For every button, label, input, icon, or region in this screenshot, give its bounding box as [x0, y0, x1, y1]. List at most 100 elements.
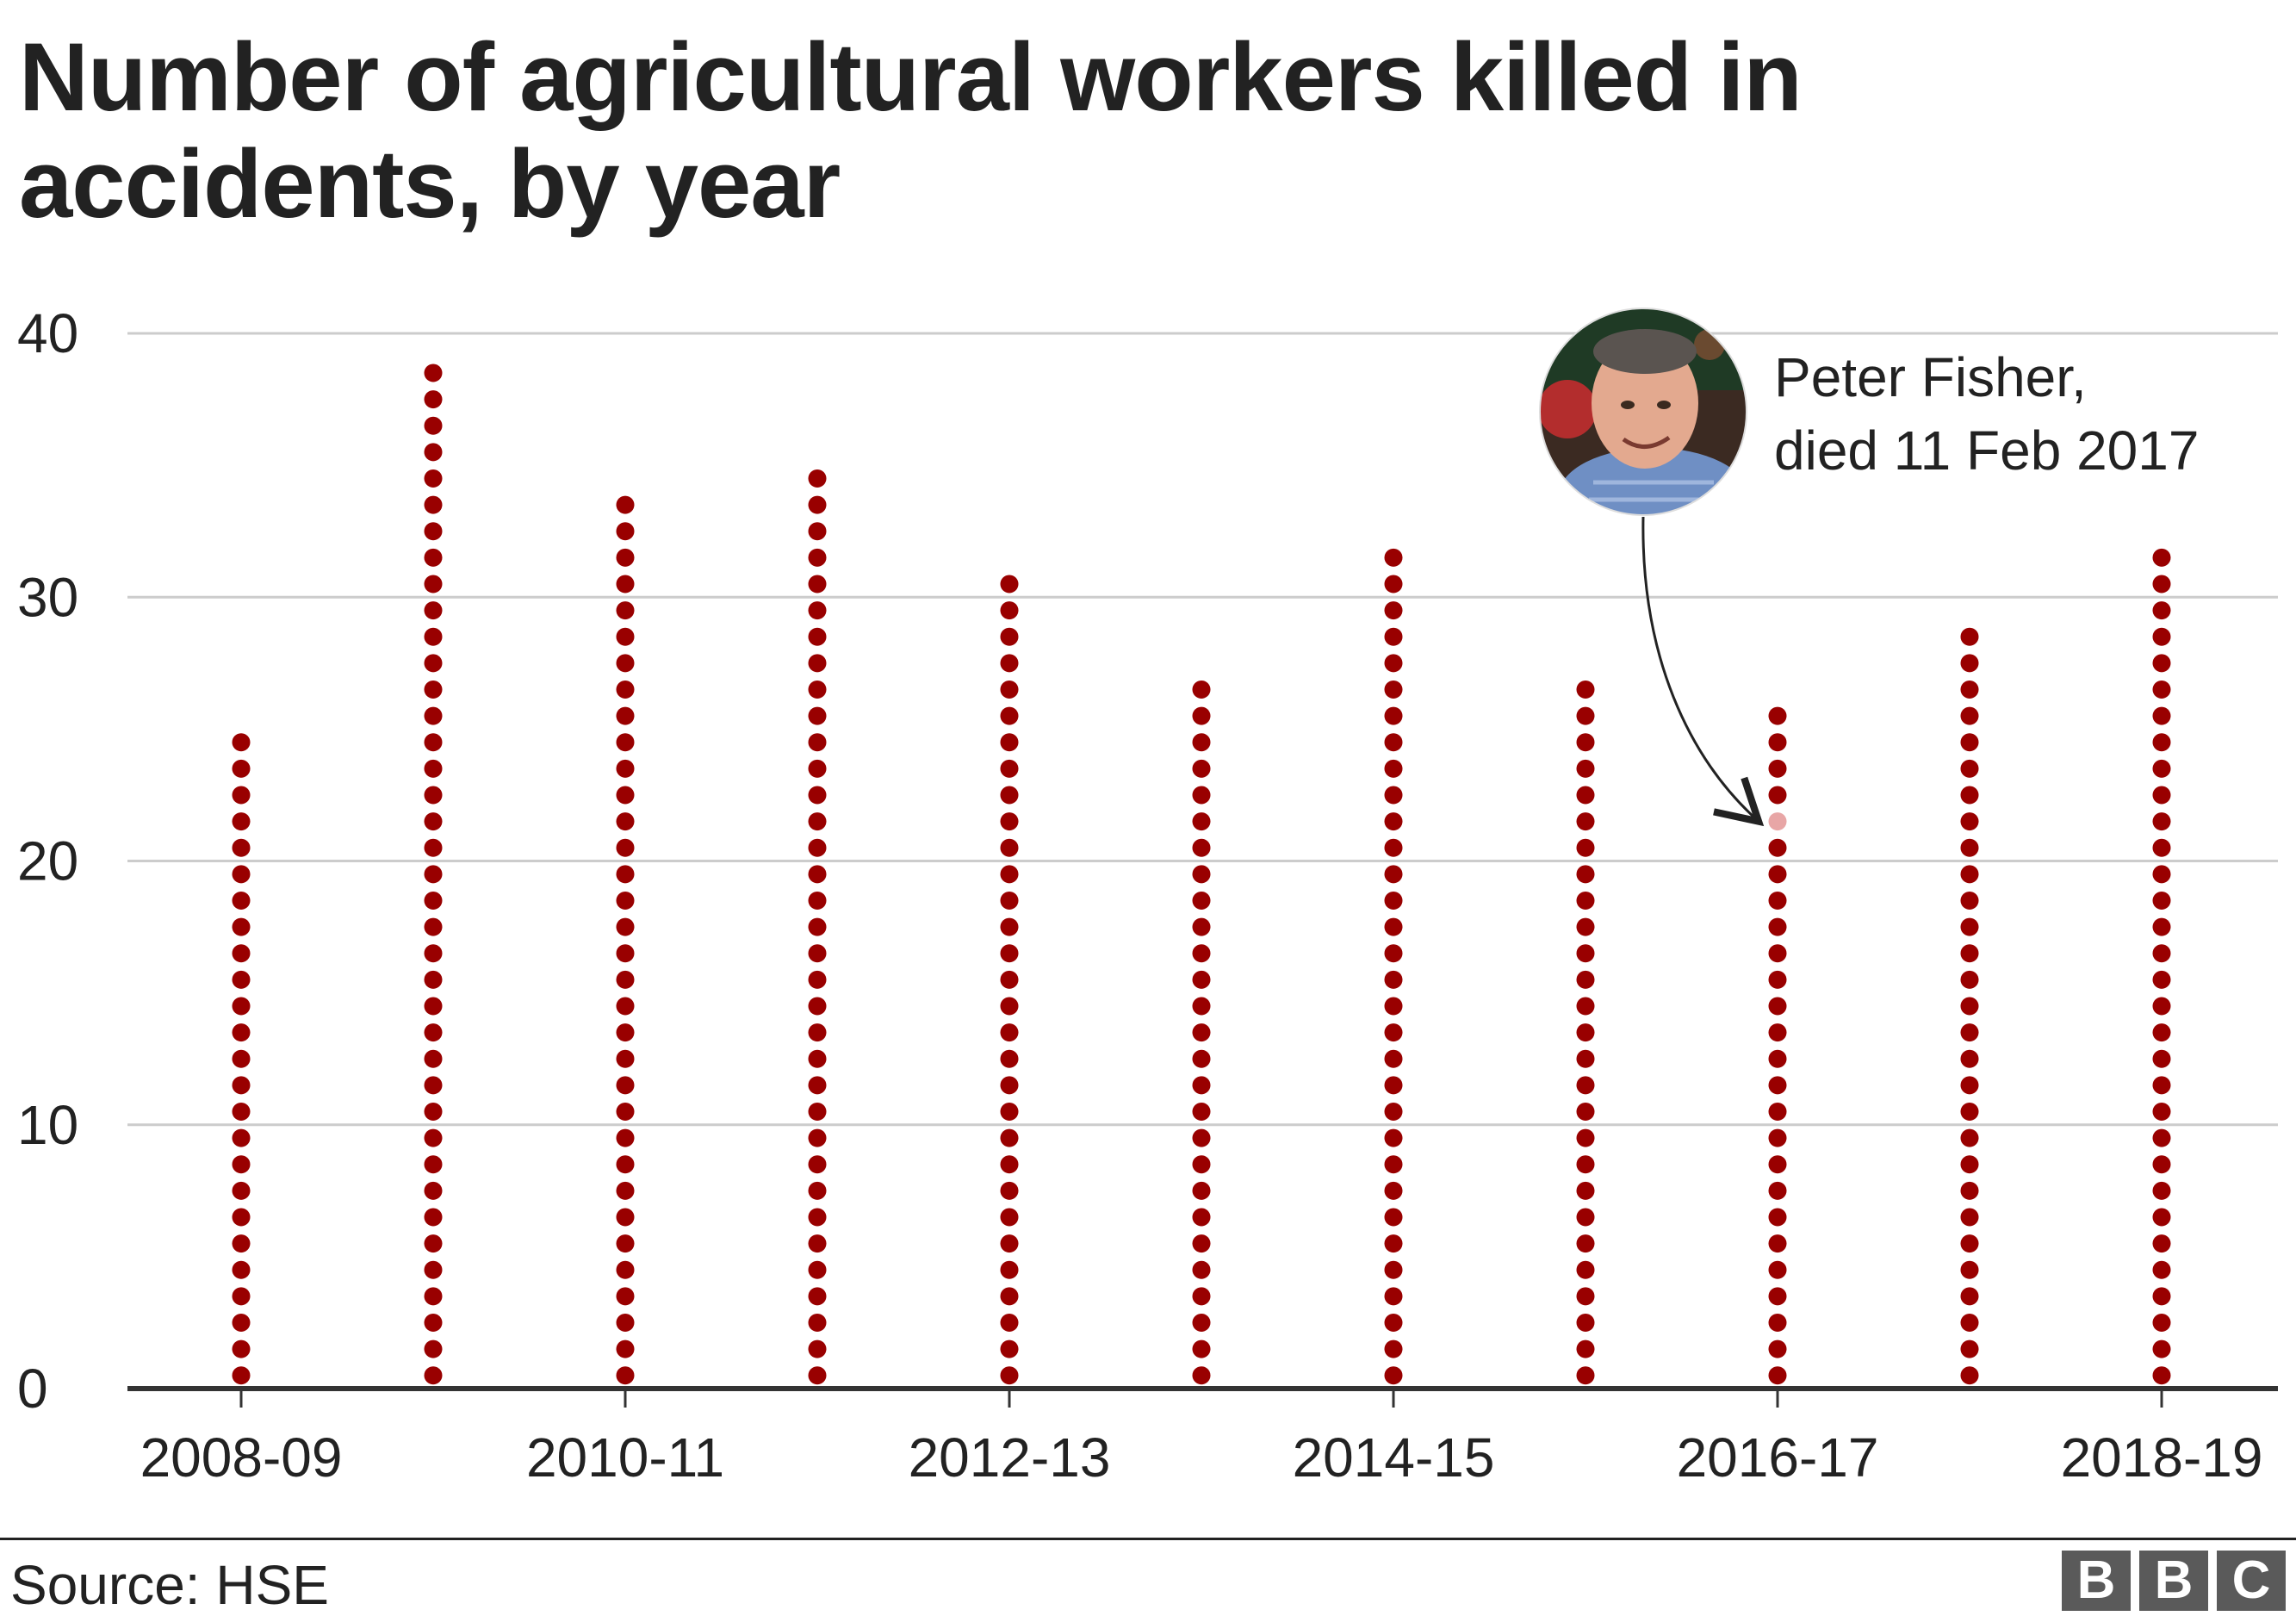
fatality-dot	[1384, 1049, 1403, 1068]
fatality-dot	[1192, 865, 1211, 884]
fatality-dot	[808, 1023, 827, 1042]
fatality-dot	[232, 1313, 251, 1332]
fatality-dot	[616, 917, 635, 936]
fatality-dot	[1576, 1049, 1595, 1068]
fatality-dot	[1192, 1366, 1211, 1385]
fatality-dot	[424, 891, 443, 910]
fatality-dot	[1768, 786, 1787, 805]
fatality-dot	[616, 627, 635, 646]
fatality-dot	[232, 1260, 251, 1279]
fatality-dot	[424, 944, 443, 963]
fatality-dot	[808, 575, 827, 594]
fatality-dot	[1384, 733, 1403, 752]
dot-column-2012-13	[1000, 575, 1019, 1385]
fatality-dot	[1960, 1049, 1979, 1068]
fatality-dot	[1576, 1339, 1595, 1358]
fatality-dot	[1768, 970, 1787, 989]
dot-column-2018-19	[2152, 548, 2171, 1385]
dot-column-2016-17	[1768, 706, 1787, 1385]
fatality-dot	[616, 654, 635, 673]
x-tick-label: 2010-11	[526, 1426, 724, 1489]
fatality-dot	[1576, 1260, 1595, 1279]
fatality-dot	[616, 1208, 635, 1227]
fatality-dot	[424, 627, 443, 646]
fatality-dot	[616, 970, 635, 989]
fatality-dot	[1960, 1260, 1979, 1279]
fatality-dot	[808, 1128, 827, 1147]
fatality-dot	[424, 733, 443, 752]
fatality-dot	[1384, 1287, 1403, 1306]
fatality-dot	[2152, 1049, 2171, 1068]
fatality-dot	[1384, 1102, 1403, 1121]
y-tick-label: 30	[17, 566, 78, 628]
fatality-dot	[1960, 865, 1979, 884]
fatality-dot	[424, 1208, 443, 1227]
fatality-dot	[1000, 917, 1019, 936]
fatality-dot	[424, 1339, 443, 1358]
logo-letter: C	[2217, 1551, 2286, 1611]
fatality-dot	[1384, 865, 1403, 884]
fatality-dot	[424, 443, 443, 462]
fatality-dot	[1576, 1287, 1595, 1306]
fatality-dot	[1192, 838, 1211, 857]
fatality-dot	[808, 865, 827, 884]
fatality-dot	[1384, 1234, 1403, 1253]
fatality-dot	[1384, 548, 1403, 567]
fatality-dot	[616, 706, 635, 725]
fatality-dot	[808, 601, 827, 620]
fatality-dot	[2152, 1155, 2171, 1174]
fatality-dot	[424, 997, 443, 1016]
fatality-dot	[1768, 1208, 1787, 1227]
fatality-dot	[424, 1102, 443, 1121]
fatality-dot	[1576, 1155, 1595, 1174]
fatality-dot	[2152, 1181, 2171, 1200]
dot-column-2013-14	[1192, 680, 1211, 1385]
fatality-dot	[424, 1287, 443, 1306]
fatality-dot	[1000, 1339, 1019, 1358]
logo-letter: B	[2062, 1551, 2131, 1611]
fatality-dot	[808, 1366, 827, 1385]
fatality-dot	[2152, 891, 2171, 910]
fatality-dot	[1000, 1049, 1019, 1068]
fatality-dot	[1960, 1339, 1979, 1358]
fatality-dot	[808, 627, 827, 646]
fatality-dot	[616, 812, 635, 831]
fatality-dot	[616, 838, 635, 857]
fatality-dot	[1768, 759, 1787, 778]
fatality-dot	[808, 759, 827, 778]
fatality-dot	[808, 838, 827, 857]
fatality-dot	[808, 1155, 827, 1174]
fatality-dot	[1768, 1128, 1787, 1147]
fatality-dot	[1000, 680, 1019, 699]
fatality-dot	[424, 601, 443, 620]
fatality-dot	[2152, 706, 2171, 725]
x-tick-label: 2012-13	[909, 1426, 1111, 1489]
fatality-dot	[1576, 1102, 1595, 1121]
fatality-dot	[1384, 1181, 1403, 1200]
fatality-dot	[1960, 1102, 1979, 1121]
fatality-dot	[1192, 997, 1211, 1016]
fatality-dot	[232, 865, 251, 884]
fatality-dot	[424, 654, 443, 673]
fatality-dot	[616, 522, 635, 541]
fatality-dot	[1960, 627, 1979, 646]
fatality-dot	[1384, 1023, 1403, 1042]
fatality-dot	[424, 1049, 443, 1068]
fatality-dot	[808, 1234, 827, 1253]
fatality-dot	[1192, 1260, 1211, 1279]
fatality-dot	[1000, 654, 1019, 673]
fatality-dot	[2152, 759, 2171, 778]
fatality-dot	[616, 1049, 635, 1068]
fatality-dot	[2152, 733, 2171, 752]
fatality-dot	[424, 759, 443, 778]
fatality-dot	[232, 891, 251, 910]
fatality-dot	[616, 601, 635, 620]
fatality-dot	[616, 759, 635, 778]
fatality-dot	[2152, 1208, 2171, 1227]
fatality-dot	[232, 1208, 251, 1227]
fatality-dot	[616, 997, 635, 1016]
fatality-dot	[1192, 1287, 1211, 1306]
fatality-dot	[232, 1076, 251, 1095]
fatality-dot	[2152, 786, 2171, 805]
